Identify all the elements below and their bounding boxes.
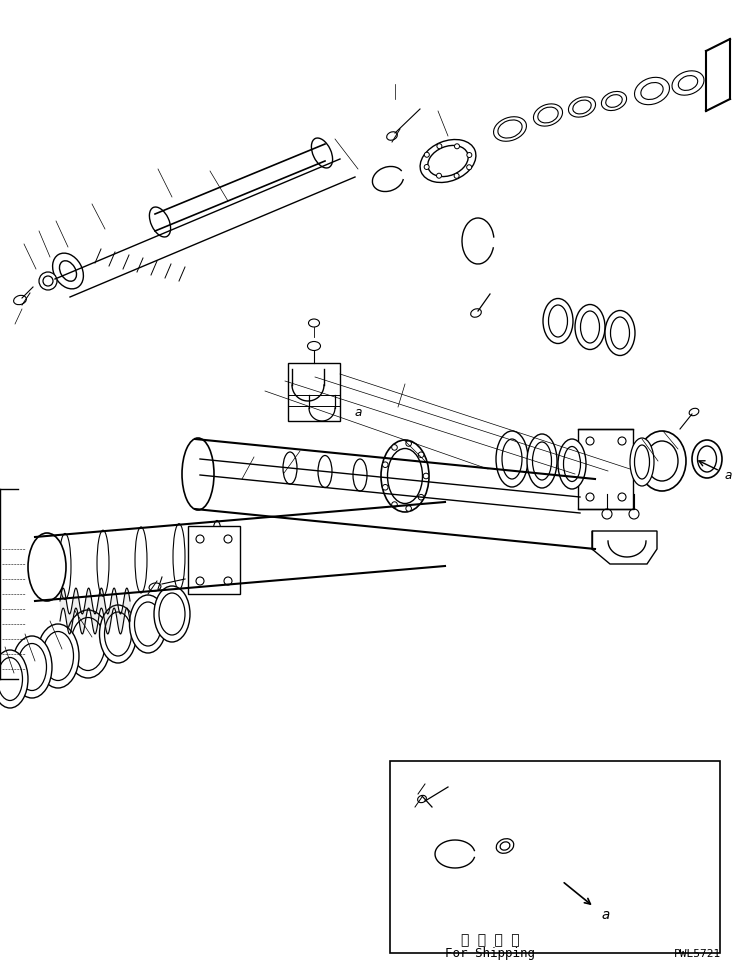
Circle shape [419, 495, 424, 501]
Circle shape [406, 506, 411, 512]
Ellipse shape [154, 586, 190, 642]
Circle shape [437, 174, 441, 179]
Ellipse shape [37, 624, 79, 688]
Circle shape [454, 174, 459, 179]
Ellipse shape [381, 441, 429, 513]
Circle shape [437, 144, 442, 149]
Circle shape [39, 272, 57, 291]
Bar [578, 429, 633, 510]
Ellipse shape [496, 431, 528, 487]
Circle shape [383, 462, 388, 468]
Ellipse shape [150, 207, 171, 237]
Ellipse shape [318, 456, 332, 488]
Ellipse shape [672, 72, 704, 96]
Bar [188, 526, 240, 594]
Ellipse shape [692, 441, 722, 479]
Ellipse shape [635, 78, 669, 106]
Circle shape [383, 485, 388, 490]
Circle shape [467, 166, 471, 171]
Ellipse shape [569, 98, 595, 118]
Ellipse shape [100, 606, 136, 664]
Ellipse shape [28, 534, 66, 602]
Circle shape [391, 445, 397, 451]
Polygon shape [592, 531, 657, 564]
Ellipse shape [53, 254, 84, 290]
Ellipse shape [496, 839, 514, 854]
Ellipse shape [0, 650, 28, 708]
Ellipse shape [630, 439, 654, 486]
Ellipse shape [353, 459, 367, 491]
Text: 運 携 部 品: 運 携 部 品 [460, 932, 519, 946]
Text: PWL5721: PWL5721 [674, 948, 721, 958]
Ellipse shape [527, 434, 557, 488]
Circle shape [602, 510, 612, 519]
Ellipse shape [534, 105, 562, 127]
Circle shape [467, 153, 472, 158]
Ellipse shape [493, 117, 526, 142]
Ellipse shape [601, 92, 627, 111]
Ellipse shape [283, 453, 297, 484]
Bar [390, 762, 720, 953]
Circle shape [424, 153, 430, 158]
Circle shape [424, 166, 430, 171]
Circle shape [454, 144, 460, 149]
Bar [288, 363, 340, 422]
Ellipse shape [638, 431, 686, 491]
Circle shape [629, 510, 639, 519]
Ellipse shape [575, 305, 605, 350]
Ellipse shape [312, 139, 333, 169]
Ellipse shape [12, 637, 52, 699]
Ellipse shape [420, 141, 476, 183]
Ellipse shape [558, 440, 586, 489]
Text: For Shipping: For Shipping [445, 947, 535, 959]
Ellipse shape [130, 595, 166, 653]
Text: a: a [354, 405, 362, 418]
Text: a: a [724, 469, 732, 482]
Circle shape [391, 502, 397, 508]
Ellipse shape [543, 299, 573, 344]
Ellipse shape [605, 311, 635, 357]
Ellipse shape [65, 610, 111, 678]
Text: a: a [602, 907, 610, 922]
Ellipse shape [182, 439, 214, 511]
Circle shape [423, 474, 429, 480]
Circle shape [406, 441, 411, 447]
Circle shape [419, 453, 424, 458]
